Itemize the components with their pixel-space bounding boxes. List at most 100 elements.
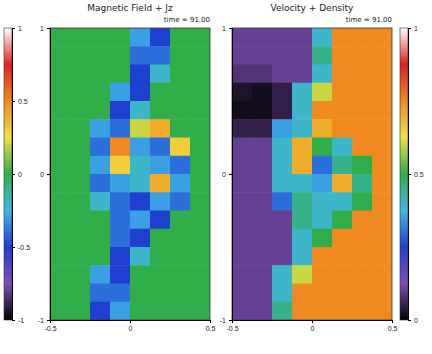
cell [332,265,353,284]
cell [70,265,91,284]
cell [190,192,210,211]
cell [50,28,71,47]
cell [90,46,111,65]
cell [110,28,131,47]
cell [312,174,333,193]
cell [150,119,171,138]
tick-label: 0 [18,171,22,178]
cell [352,83,373,102]
cell [130,247,151,266]
tick-label: 1 [18,25,22,32]
cell [170,65,191,84]
cell [70,65,91,84]
cell [170,302,191,320]
tick-label: 0 [222,171,226,178]
tick-label: -1 [38,317,44,324]
cell [50,247,71,266]
cell [352,192,373,211]
cell [50,65,71,84]
tick-mark [392,320,393,323]
cell [150,302,171,320]
cell [352,156,373,175]
cell [150,156,171,175]
cell [110,46,131,65]
cell [352,101,373,120]
cell [292,28,313,47]
colorbar-axis: 00.51 [408,25,424,324]
tick-label: -0.5 [44,325,56,332]
tick-label: -0.5 [18,244,30,251]
cell [90,138,111,157]
cell [232,46,253,65]
tick-mark [12,28,15,29]
cell [312,83,333,102]
cell [352,65,373,84]
cell [252,101,273,120]
cell [130,211,151,230]
cell [352,247,373,266]
cell [352,174,373,193]
tick: 0.5 [408,171,424,178]
cell [292,211,313,230]
cell [252,247,273,266]
cell [170,174,191,193]
cell [232,302,253,320]
cell [150,229,171,248]
tick: -0.5 [44,320,56,332]
tick-label: 0.5 [206,325,216,332]
cell [70,192,91,211]
cell [312,265,333,284]
tick-label: 0 [414,317,418,324]
cell [190,247,210,266]
plot-frame [50,28,210,320]
cell [232,192,253,211]
cell [50,265,71,284]
cell [332,119,353,138]
cell [50,138,71,157]
cell [130,174,151,193]
cell [232,83,253,102]
cell [372,192,392,211]
cell [292,46,313,65]
cell [272,46,293,65]
cell [272,284,293,303]
cell [372,46,392,65]
cell [372,138,392,157]
cell [292,101,313,120]
cell [272,28,293,47]
cell [332,192,353,211]
cell [50,211,71,230]
cell [110,247,131,266]
cell [130,284,151,303]
tick: 0.5 [206,320,216,332]
cell [272,174,293,193]
cell [50,302,71,320]
cell [332,229,353,248]
cell [190,101,210,120]
tick-mark [12,247,15,248]
cell [190,28,210,47]
cell [110,229,131,248]
axis-line [13,29,16,321]
cell [190,265,210,284]
tick-label: 1 [40,25,44,32]
cell [170,119,191,138]
cell [190,229,210,248]
cell [170,284,191,303]
axis-line [51,321,211,324]
cell [332,46,353,65]
cell [272,211,293,230]
cell [232,28,253,47]
cell [130,302,151,320]
cell [292,83,313,102]
cell [292,156,313,175]
cell [292,302,313,320]
cell [292,119,313,138]
axis-line [229,29,233,321]
tick-mark [12,101,15,102]
cell [272,229,293,248]
cell [272,156,293,175]
cell [190,83,210,102]
y-axis: -101 [38,25,51,324]
cell [292,284,313,303]
